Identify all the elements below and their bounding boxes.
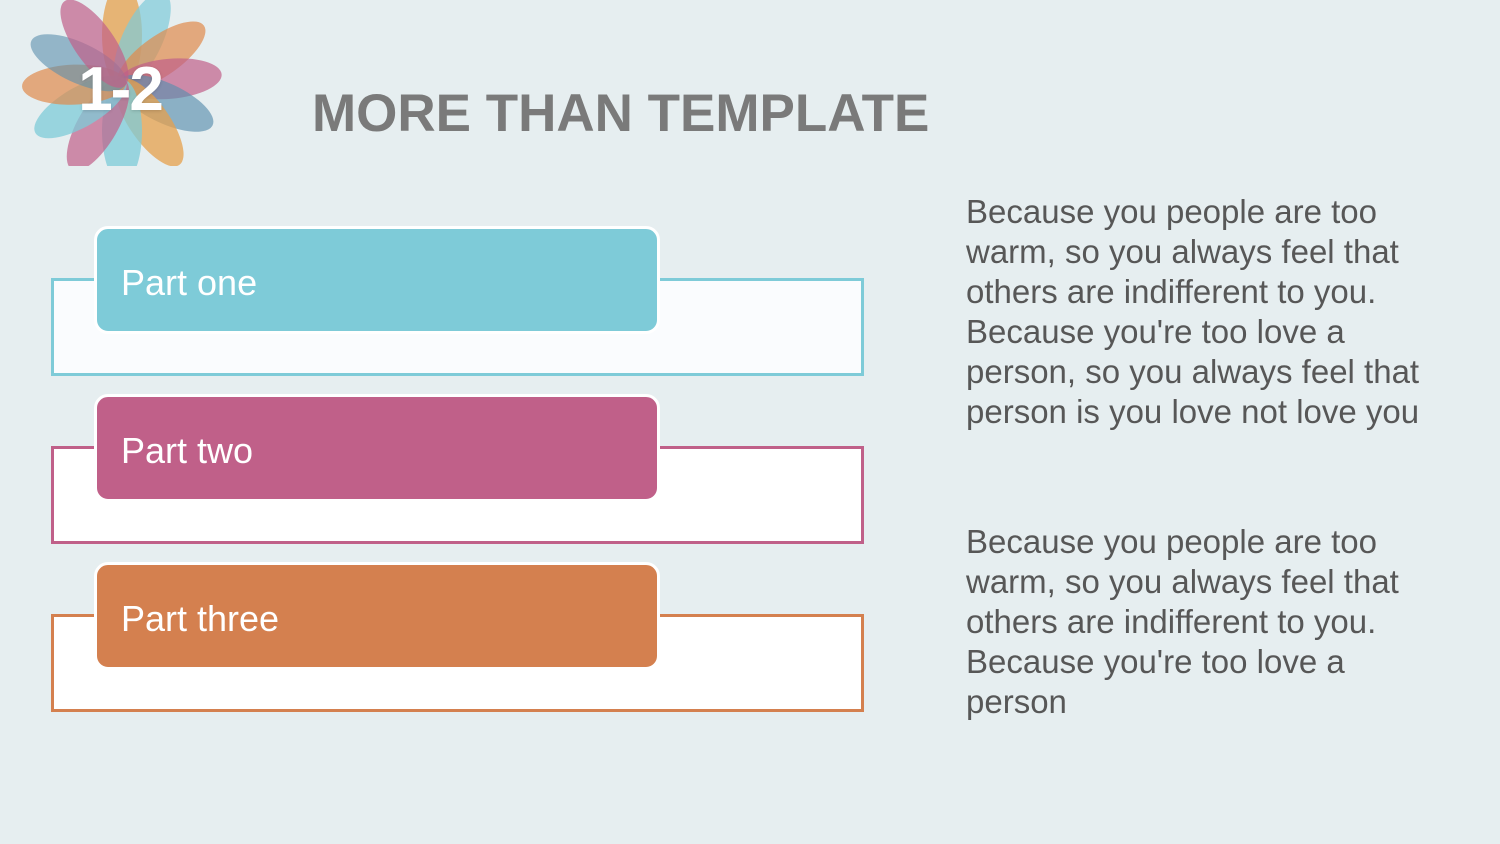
body-paragraph-1: Because you people are too warm, so you … — [966, 193, 1420, 430]
part-one-card: Part one — [51, 226, 864, 402]
body-paragraph-2: Because you people are too warm, so you … — [966, 523, 1399, 720]
part-two-tab: Part two — [94, 394, 660, 502]
part-three-card: Part three — [51, 562, 864, 738]
flower-petals-icon — [4, 0, 230, 166]
part-three-tab: Part three — [94, 562, 660, 670]
part-two-card: Part two — [51, 394, 864, 570]
part-one-tab: Part one — [94, 226, 660, 334]
section-number: 1-2 — [78, 55, 164, 124]
page-title: MORE THAN TEMPLATE — [312, 84, 930, 143]
